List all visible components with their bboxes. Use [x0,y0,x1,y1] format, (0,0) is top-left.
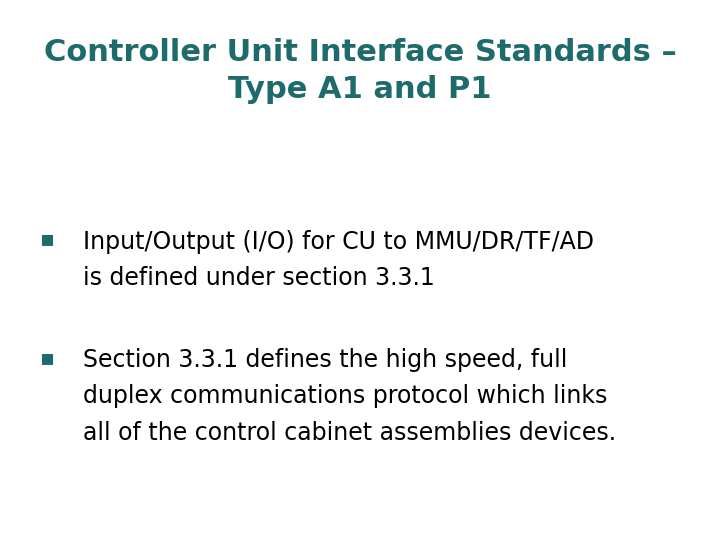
Text: ▪: ▪ [40,348,55,368]
Text: Section 3.3.1 defines the high speed, full: Section 3.3.1 defines the high speed, fu… [83,348,567,372]
Text: Controller Unit Interface Standards –
Type A1 and P1: Controller Unit Interface Standards – Ty… [44,38,676,104]
Text: is defined under section 3.3.1: is defined under section 3.3.1 [83,266,435,289]
Text: all of the control cabinet assemblies devices.: all of the control cabinet assemblies de… [83,421,616,444]
Text: duplex communications protocol which links: duplex communications protocol which lin… [83,384,607,408]
Text: ▪: ▪ [40,230,55,249]
Text: Input/Output (I/O) for CU to MMU/DR/TF/AD: Input/Output (I/O) for CU to MMU/DR/TF/A… [83,230,594,253]
